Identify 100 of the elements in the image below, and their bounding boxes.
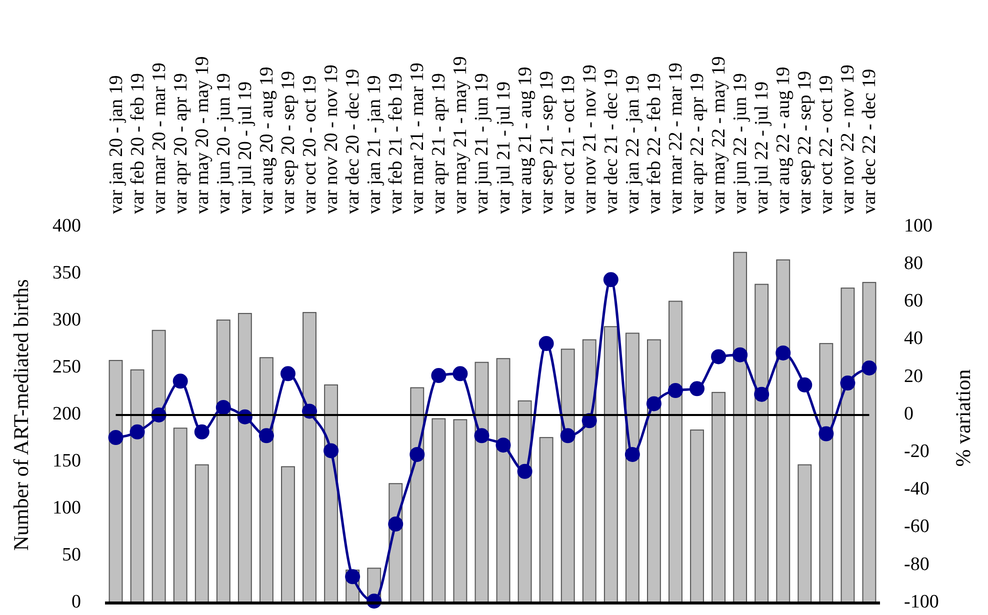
point — [216, 400, 231, 415]
point — [538, 336, 554, 352]
point — [603, 272, 618, 288]
y2-tick-label: 80 — [904, 252, 923, 274]
bar — [668, 300, 682, 604]
x-tick-label: var jul 20 - jul 19 — [234, 82, 256, 214]
bar — [862, 282, 876, 604]
x-tick-label: var oct 22 - oct 19 — [816, 75, 838, 214]
x-tick-label: var jan 21 - jan 19 — [364, 75, 386, 214]
y2-axis-title: % variation — [951, 368, 975, 467]
point — [280, 366, 296, 382]
x-tick-label: var oct 20 - oct 19 — [300, 75, 321, 214]
x-tick-label: var jan 20 - jan 19 — [106, 75, 127, 214]
x-tick-label: var aug 22 - aug 19 — [773, 66, 794, 214]
bar — [194, 464, 209, 604]
x-tick-label: var jul 21 - jul 19 — [493, 82, 514, 214]
x-tick-label: var feb 21 - feb 19 — [386, 73, 407, 214]
x-tick-label: var aug 21 - aug 19 — [514, 66, 536, 214]
x-tick-label: var may 20 - may 19 — [192, 56, 213, 214]
point — [646, 396, 662, 412]
x-tick-label: var may 21 - may 19 — [450, 56, 472, 214]
y2-tick-label: 100 — [904, 215, 932, 236]
bar — [604, 326, 618, 604]
x-tick-label: var dec 20 - dec 19 — [342, 68, 364, 214]
x-tick-label: var mar 20 - mar 19 — [148, 62, 170, 214]
bar — [260, 357, 274, 604]
y-tick-label: 400 — [52, 215, 81, 236]
point — [690, 381, 705, 396]
x-tick-label: var dec 21 - dec 19 — [600, 68, 622, 214]
bar — [302, 312, 316, 604]
point — [130, 424, 145, 440]
bar — [712, 392, 726, 604]
x-tick-label: var sep 21 - sep 19 — [536, 71, 558, 214]
point — [108, 430, 124, 446]
y2-tick-label: 60 — [904, 290, 923, 312]
point — [194, 424, 210, 440]
point — [324, 443, 339, 458]
y2-tick-label: -80 — [904, 554, 930, 575]
bar — [152, 330, 166, 604]
y-axis-title: Number of ART-mediated births — [9, 279, 33, 551]
x-tick-label: var jun 22 - jun 19 — [730, 73, 752, 214]
y2-tick-label: 40 — [904, 328, 923, 350]
bar — [798, 464, 812, 604]
x-tick-label: var aug 20 - aug 19 — [256, 66, 278, 214]
y2-tick-label: -20 — [904, 440, 930, 462]
y2-tick-label: 20 — [904, 366, 923, 387]
bar — [840, 288, 855, 604]
x-tick-label: var mar 21 - mar 19 — [407, 62, 428, 214]
bar — [496, 358, 510, 604]
point — [496, 438, 511, 453]
y-tick-label: 250 — [52, 356, 81, 378]
bar — [754, 284, 769, 604]
bar — [733, 252, 748, 604]
point — [388, 516, 404, 532]
x-tick-label: var jul 22 - jul 19 — [752, 82, 773, 214]
y2-tick-label: -60 — [904, 516, 930, 538]
point — [840, 376, 856, 391]
point — [818, 426, 834, 442]
bar — [130, 369, 144, 604]
x-tick-label: var may 22 - may 19 — [708, 56, 730, 214]
point — [431, 368, 446, 384]
bar — [560, 348, 575, 604]
point — [668, 383, 683, 398]
x-tick-label: var sep 20 - sep 19 — [278, 71, 299, 214]
point — [797, 377, 812, 392]
bar — [238, 312, 252, 604]
bar — [518, 400, 532, 604]
bar — [776, 259, 790, 604]
x-tick-label: var jun 21 - jun 19 — [472, 73, 493, 214]
point — [258, 428, 274, 444]
point — [754, 386, 770, 402]
x-tick-label: var nov 20 - nov 19 — [321, 64, 342, 214]
y2-tick-label: 0 — [904, 403, 914, 424]
point — [452, 366, 468, 382]
point — [410, 446, 425, 462]
bar — [432, 418, 446, 604]
bar — [690, 430, 704, 604]
x-tick-label: var mar 22 - mar 19 — [665, 62, 686, 214]
x-tick-label: var nov 22 - nov 19 — [838, 64, 859, 214]
point — [345, 569, 360, 584]
x-tick-label: var feb 20 - feb 19 — [127, 73, 148, 214]
x-tick-label: var oct 21 - oct 19 — [558, 75, 579, 214]
bar — [819, 343, 834, 604]
y2-tick-label: -100 — [904, 591, 939, 612]
y2-tick-label: -40 — [904, 478, 930, 500]
x-tick-label: var feb 22 - feb 19 — [644, 73, 665, 214]
y-tick-label: 200 — [52, 403, 81, 424]
point — [560, 428, 576, 444]
x-tick-label: var nov 21 - nov 19 — [579, 64, 600, 214]
point — [732, 347, 748, 362]
x-tick-label: var apr 21 - apr 19 — [428, 73, 450, 214]
bar — [216, 320, 230, 604]
bar — [474, 362, 489, 604]
bar — [625, 332, 640, 604]
point — [711, 349, 726, 364]
x-tick-label: var jun 20 - jun 19 — [213, 73, 234, 214]
point — [474, 428, 490, 444]
y-tick-label: 350 — [52, 262, 81, 284]
bar — [582, 339, 596, 604]
x-tick-label: var apr 20 - apr 19 — [170, 73, 192, 214]
